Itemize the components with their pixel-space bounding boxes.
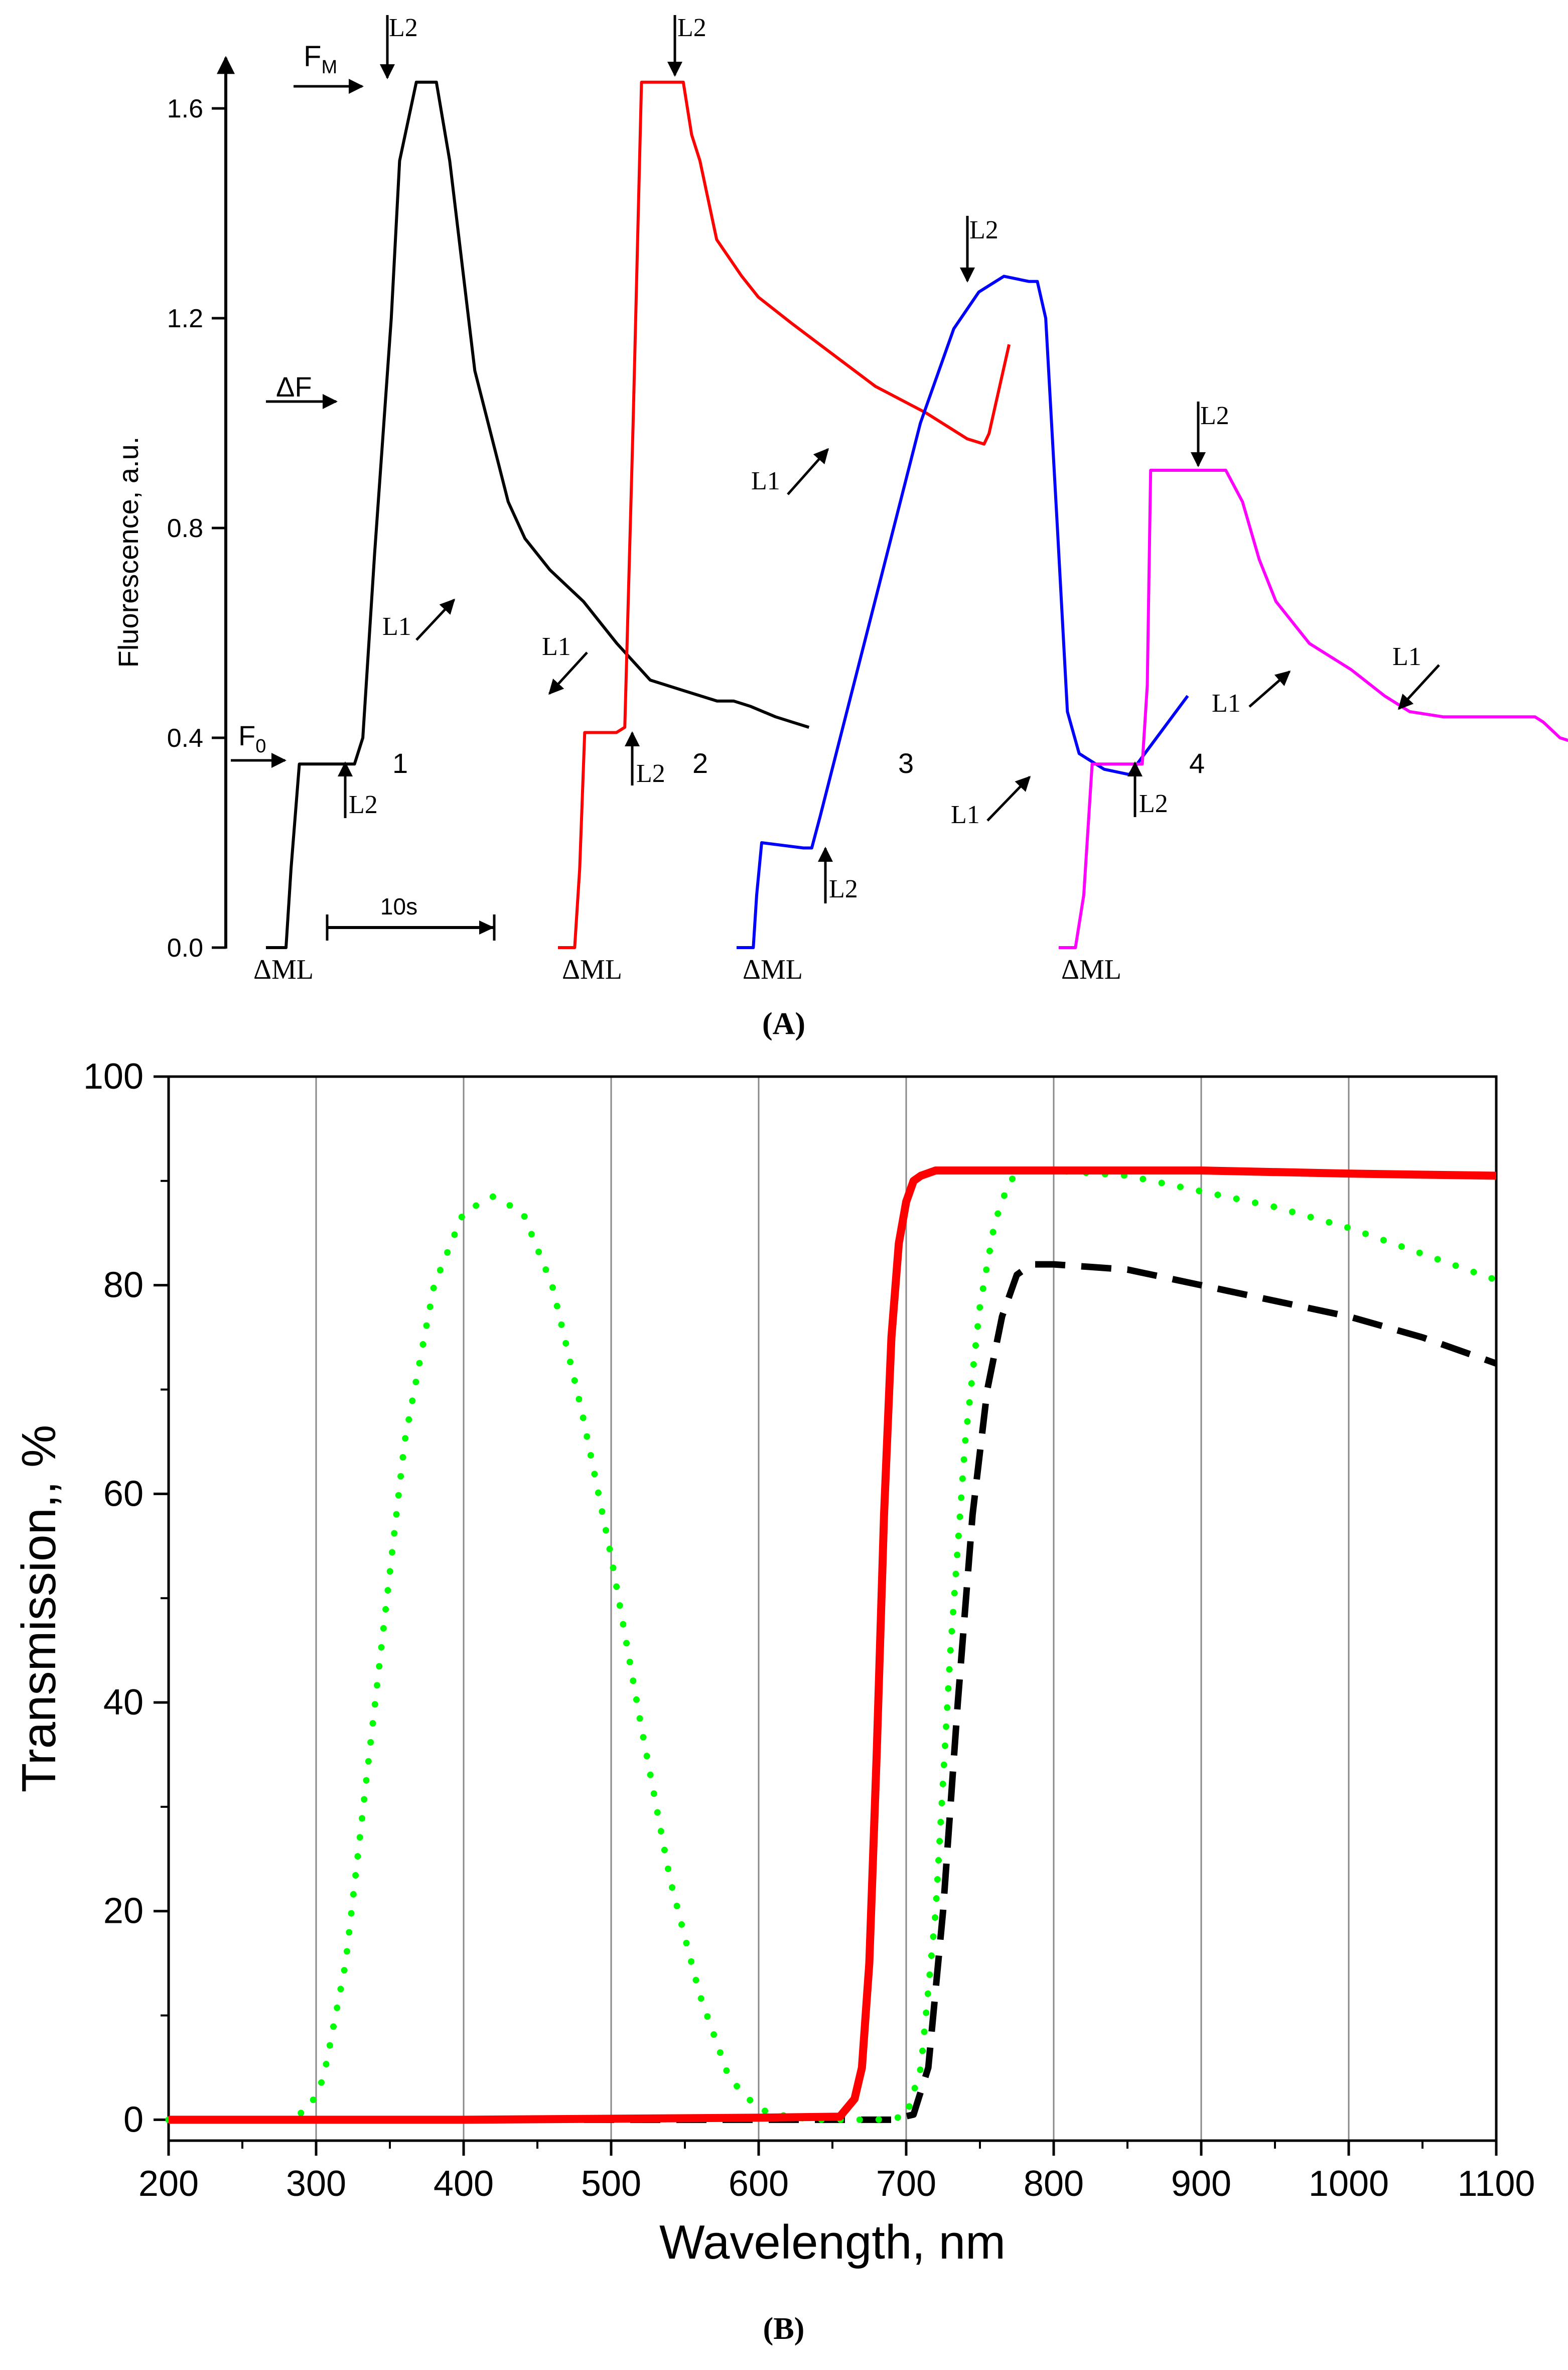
- curve-label-4: 4: [1189, 747, 1205, 779]
- l2-annotation-4-top: L2: [1191, 402, 1229, 467]
- panel-b-caption: (B): [763, 2312, 805, 2346]
- delta-ml-label-2: ΔML: [562, 954, 622, 985]
- l2-annotation-2-bottom: L2: [625, 731, 665, 788]
- l2-label: L2: [349, 791, 378, 819]
- panel-b-x-tick-label: 400: [434, 2164, 494, 2204]
- panel-b-y-tick-label: 20: [103, 1891, 144, 1931]
- panel-b-x-tick-label: 800: [1024, 2164, 1084, 2204]
- panel-a-y-tick-label: 1.6: [167, 94, 203, 123]
- l2-label: L2: [1200, 402, 1229, 430]
- l1-label: L1: [951, 801, 980, 829]
- panel-b-y-tick-label: 60: [103, 1474, 144, 1514]
- l2-annotation-3-bottom: L2: [818, 847, 858, 903]
- l2-label: L2: [389, 14, 418, 42]
- l1-annotation-4a: L1: [1212, 671, 1291, 718]
- f0-label: F0: [238, 720, 266, 757]
- fm-annotation: FM: [294, 40, 364, 94]
- l1-annotation-2: L1: [751, 448, 829, 495]
- delta-ml-label-1: ΔML: [253, 954, 314, 985]
- panel-a-y-label: Fluorescence, a.u.: [112, 437, 144, 668]
- curve-label-3: 3: [898, 747, 914, 779]
- panel-b-x-tick-label: 1000: [1309, 2164, 1389, 2204]
- l1-annotation-3: L1: [951, 775, 1031, 829]
- l2-label: L2: [1139, 789, 1168, 818]
- time-scale-label: 10s: [380, 893, 417, 919]
- panel-b-y-tick-label: 100: [83, 1057, 144, 1097]
- l2-label: L2: [636, 759, 665, 788]
- panel-a-y-ticks: 0.0 0.4 0.8 1.2 1.6: [167, 94, 226, 963]
- l1-annotation-1b: L1: [542, 632, 588, 695]
- curve-label-1: 1: [392, 747, 408, 779]
- fluorescence-curve-3: [737, 275, 1189, 949]
- delta-ml-label-3: ΔML: [743, 954, 803, 985]
- panel-b-x-tick-label: 200: [138, 2164, 199, 2204]
- l1-annotation-1a: L1: [382, 598, 456, 641]
- panel-b-x-tick-label: 500: [581, 2164, 641, 2204]
- panel-b-y-tick-label: 40: [103, 1682, 144, 1723]
- l2-annotation-2-top: L2: [667, 14, 706, 77]
- l2-label: L2: [829, 875, 858, 903]
- l1-label: L1: [382, 612, 411, 641]
- panel-a: 0.0 0.4 0.8 1.2 1.6 Fluorescence, a.u. 10s 1…: [112, 14, 1568, 1041]
- panel-b-x-label: Wavelength, nm: [659, 2215, 1006, 2269]
- panel-a-series: [266, 80, 1568, 949]
- panel-b-x-ticks: 200 300 400 500 600 700 800 900 1000 1100: [138, 2141, 1535, 2204]
- fluorescence-curve-1: [266, 80, 810, 949]
- panel-b-y-ticks: 0 20 40 60 80 100: [83, 1057, 169, 2140]
- l1-label: L1: [542, 632, 571, 661]
- panel-b: 200 300 400 500 600 700 800 900 1000 1100 0 20 40 60…: [12, 1057, 1535, 2346]
- panel-b-y-tick-label: 80: [103, 1265, 144, 1305]
- l2-label: L2: [677, 14, 706, 42]
- panel-b-x-tick-label: 700: [876, 2164, 936, 2204]
- l2-annotation-1-top: L2: [380, 14, 418, 79]
- panel-b-grid: [315, 1077, 1350, 2141]
- panel-b-x-tick-label: 600: [729, 2164, 789, 2204]
- panel-a-caption: (A): [762, 1007, 805, 1041]
- transmission-curve-solid: [169, 1166, 1497, 2124]
- panel-b-x-tick-label: 1100: [1458, 2164, 1535, 2204]
- l1-annotation-4b: L1: [1392, 642, 1440, 710]
- panel-b-x-tick-label: 300: [286, 2164, 346, 2204]
- curve-label-2: 2: [692, 747, 708, 779]
- delta-f-label: ΔF: [276, 371, 312, 403]
- l2-annotation-3-top: L2: [960, 216, 999, 283]
- l1-label: L1: [751, 467, 780, 495]
- l1-label: L1: [1212, 689, 1241, 718]
- panel-b-x-tick-label: 900: [1171, 2164, 1231, 2204]
- panel-b-y-label: Transmission,, %: [12, 1425, 66, 1793]
- delta-f-annotation: ΔF: [266, 371, 338, 409]
- transmission-curve-dotted: [165, 1167, 1500, 2123]
- time-scale-bar: 10s: [326, 893, 496, 941]
- panel-b-series: [165, 1166, 1500, 2124]
- fluorescence-curve-2: [558, 80, 1011, 949]
- fm-label: FM: [304, 40, 337, 78]
- fluorescence-curve-4: [1059, 469, 1568, 949]
- l2-label: L2: [969, 216, 999, 244]
- panel-a-y-tick-label: 0.8: [167, 514, 203, 543]
- panel-b-y-tick-label: 0: [123, 2099, 144, 2140]
- panel-a-y-tick-label: 0.0: [167, 934, 203, 963]
- panel-a-y-tick-label: 1.2: [167, 304, 203, 333]
- panel-a-y-tick-label: 0.4: [167, 724, 203, 753]
- l2-annotation-1-bottom: L2: [338, 761, 378, 819]
- delta-ml-label-4: ΔML: [1061, 954, 1121, 985]
- panel-b-plot-frame: [167, 1075, 1498, 2142]
- l2-annotation-4-bottom: L2: [1127, 761, 1168, 818]
- f0-annotation: F0: [231, 720, 287, 768]
- l1-label: L1: [1392, 642, 1421, 671]
- transmission-curve-dashed: [169, 1261, 1498, 2123]
